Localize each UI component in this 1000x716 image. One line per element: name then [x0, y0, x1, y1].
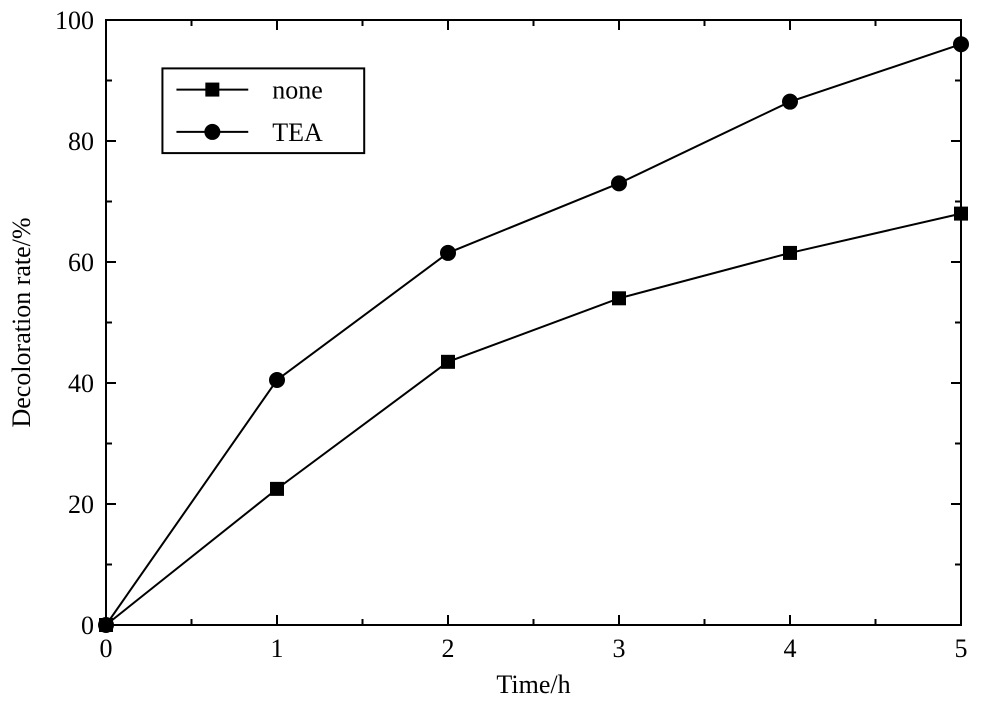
marker-circle	[204, 124, 220, 140]
x-tick-label: 2	[442, 634, 455, 663]
marker-circle	[269, 372, 285, 388]
marker-circle	[440, 245, 456, 261]
marker-circle	[953, 36, 969, 52]
y-tick-label: 0	[81, 611, 94, 640]
y-axis-label: Decoloration rate/%	[7, 217, 36, 427]
marker-circle	[782, 94, 798, 110]
marker-square	[612, 291, 626, 305]
series-line	[106, 214, 961, 625]
marker-square	[954, 207, 968, 221]
x-tick-label: 3	[613, 634, 626, 663]
legend: none TEA	[162, 68, 364, 153]
series-none	[99, 207, 968, 632]
legend-border	[162, 68, 364, 153]
y-tick-label: 60	[68, 248, 94, 277]
chart-container: 0 1 2 3 4 5 0 20 40 60 80 100 Time/h Decoloration rat…	[0, 0, 1000, 716]
plot-border	[106, 20, 961, 625]
marker-square	[441, 355, 455, 369]
x-tick-label: 4	[784, 634, 797, 663]
x-axis-label: Time/h	[496, 670, 570, 699]
y-tick-label: 100	[55, 6, 94, 35]
x-tick-label: 5	[955, 634, 968, 663]
line-chart: 0 1 2 3 4 5 0 20 40 60 80 100 Time/h Decoloration rat…	[0, 0, 1000, 716]
marker-square	[783, 246, 797, 260]
marker-square	[205, 83, 219, 97]
y-tick-label: 40	[68, 369, 94, 398]
x-tick-label: 1	[271, 634, 284, 663]
marker-circle	[611, 175, 627, 191]
legend-label: none	[272, 76, 323, 105]
y-tick-label: 20	[68, 490, 94, 519]
series-TEA	[98, 36, 969, 633]
marker-circle	[98, 617, 114, 633]
y-tick-label: 80	[68, 127, 94, 156]
marker-square	[270, 482, 284, 496]
x-tick-label: 0	[100, 634, 113, 663]
legend-label: TEA	[272, 118, 323, 147]
